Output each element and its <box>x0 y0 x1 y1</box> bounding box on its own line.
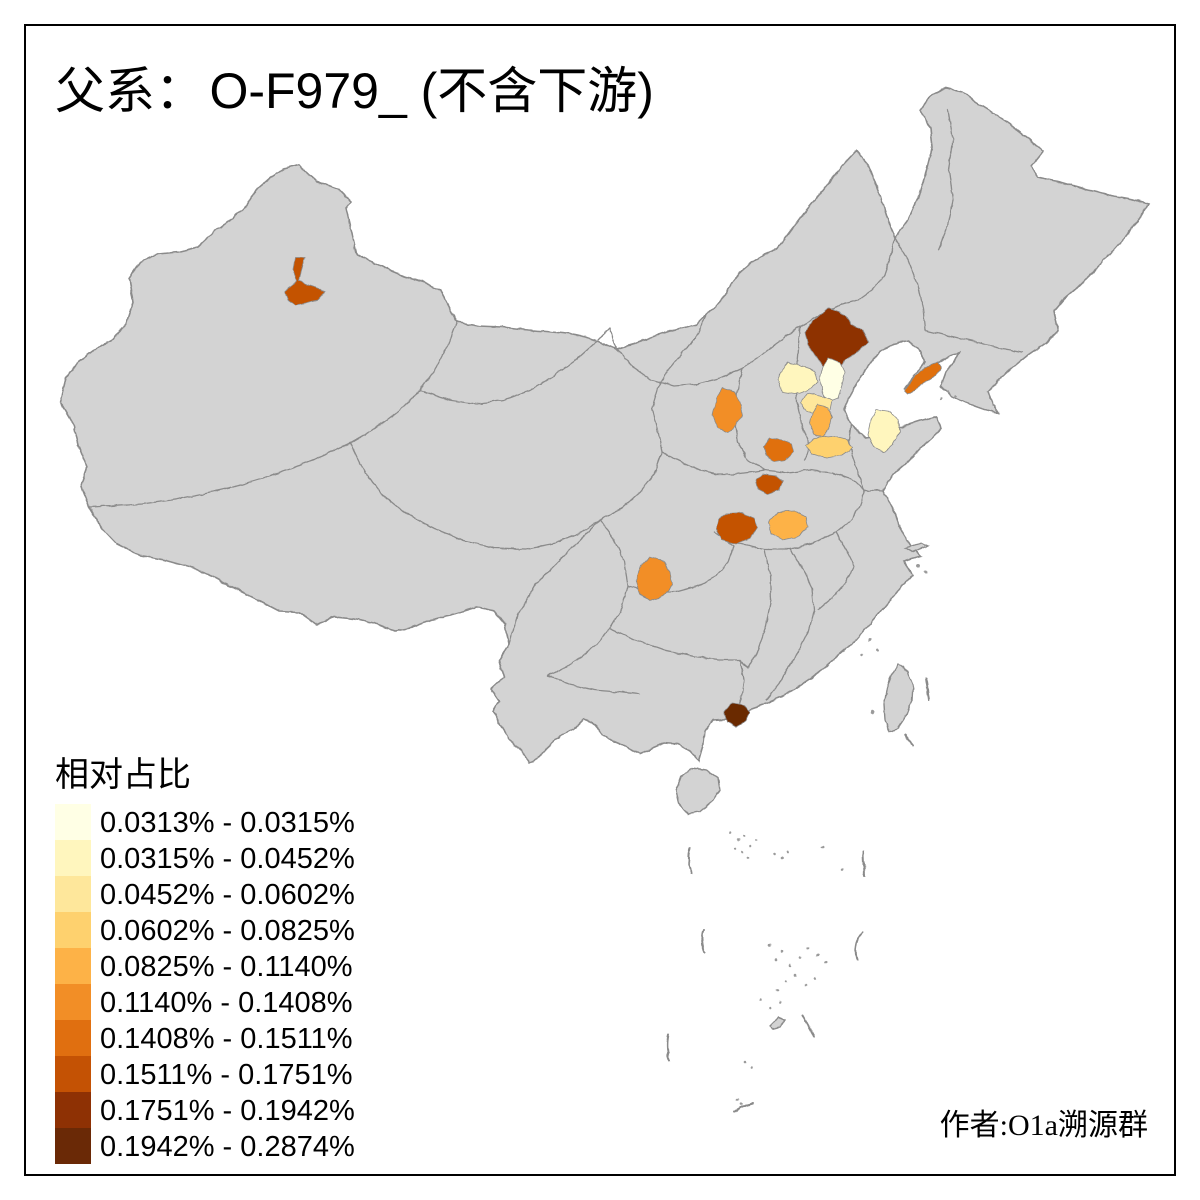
legend-swatch-4 <box>55 912 91 948</box>
legend-swatch-7 <box>55 1020 91 1056</box>
legend-label-10: 0.1942% - 0.2874% <box>100 1131 355 1163</box>
legend-swatch-1 <box>55 804 91 840</box>
region-sichuan-east <box>635 556 673 602</box>
south-china-sea-boundary <box>665 677 930 1113</box>
region-guangxi-east <box>723 702 751 728</box>
legend-swatch-3 <box>55 876 91 912</box>
legend-label-2: 0.0315% - 0.0452% <box>100 843 355 875</box>
legend-swatch-6 <box>55 984 91 1020</box>
sea-islets <box>728 830 844 1106</box>
legend: 相对占比 0.0313% - 0.0315% 0.0315% - 0.0452%… <box>55 756 355 1164</box>
legend-swatch-10 <box>55 1128 91 1164</box>
region-shanxi-west <box>711 387 744 433</box>
region-shandong-east <box>867 409 901 453</box>
legend-label-4: 0.0602% - 0.0825% <box>100 915 355 947</box>
legend-label-5: 0.0825% - 0.1140% <box>100 951 353 983</box>
region-xinjiang-north <box>284 257 326 306</box>
region-henan-southwest <box>767 510 809 541</box>
legend-label-6: 0.1140% - 0.1408% <box>100 987 353 1019</box>
hainan-island <box>675 767 721 815</box>
province-borders <box>88 109 1023 717</box>
region-henan-north <box>805 435 853 459</box>
legend-swatch-5 <box>55 948 91 984</box>
region-shanxi-north <box>777 362 819 395</box>
islands <box>675 390 958 1030</box>
legend-label-8: 0.1511% - 0.1751% <box>100 1059 353 1091</box>
legend-label-7: 0.1408% - 0.1511% <box>100 1023 353 1055</box>
region-beijing-area <box>819 357 846 403</box>
figure-title-main: O-F979_ (不含下游) <box>209 63 654 119</box>
legend-swatch-8 <box>55 1056 91 1092</box>
chongming-island <box>903 542 930 553</box>
legend-title: 相对占比 <box>55 756 191 794</box>
legend-label-1: 0.0313% - 0.0315% <box>100 807 355 839</box>
legend-label-9: 0.1751% - 0.1942% <box>100 1095 355 1127</box>
legend-swatch-9 <box>55 1092 91 1128</box>
colored-regions <box>284 257 943 728</box>
region-shanxi-south <box>763 437 795 463</box>
figure-title-prefix: 父系： <box>55 63 205 119</box>
legend-swatch-2 <box>55 840 91 876</box>
region-henan-west <box>755 473 784 495</box>
mainland-outline <box>59 87 1150 765</box>
author-credit: 作者:O1a溯源群 <box>940 1109 1148 1142</box>
china-map <box>59 87 1150 1113</box>
region-shaanxi-south <box>715 512 759 545</box>
south-sea-island <box>769 1017 787 1030</box>
region-liaoning-south <box>904 361 943 395</box>
legend-label-3: 0.0452% - 0.0602% <box>100 879 355 911</box>
figure-title: 父系： O-F979_ (不含下游) <box>55 63 654 119</box>
taiwan-island <box>883 662 914 733</box>
